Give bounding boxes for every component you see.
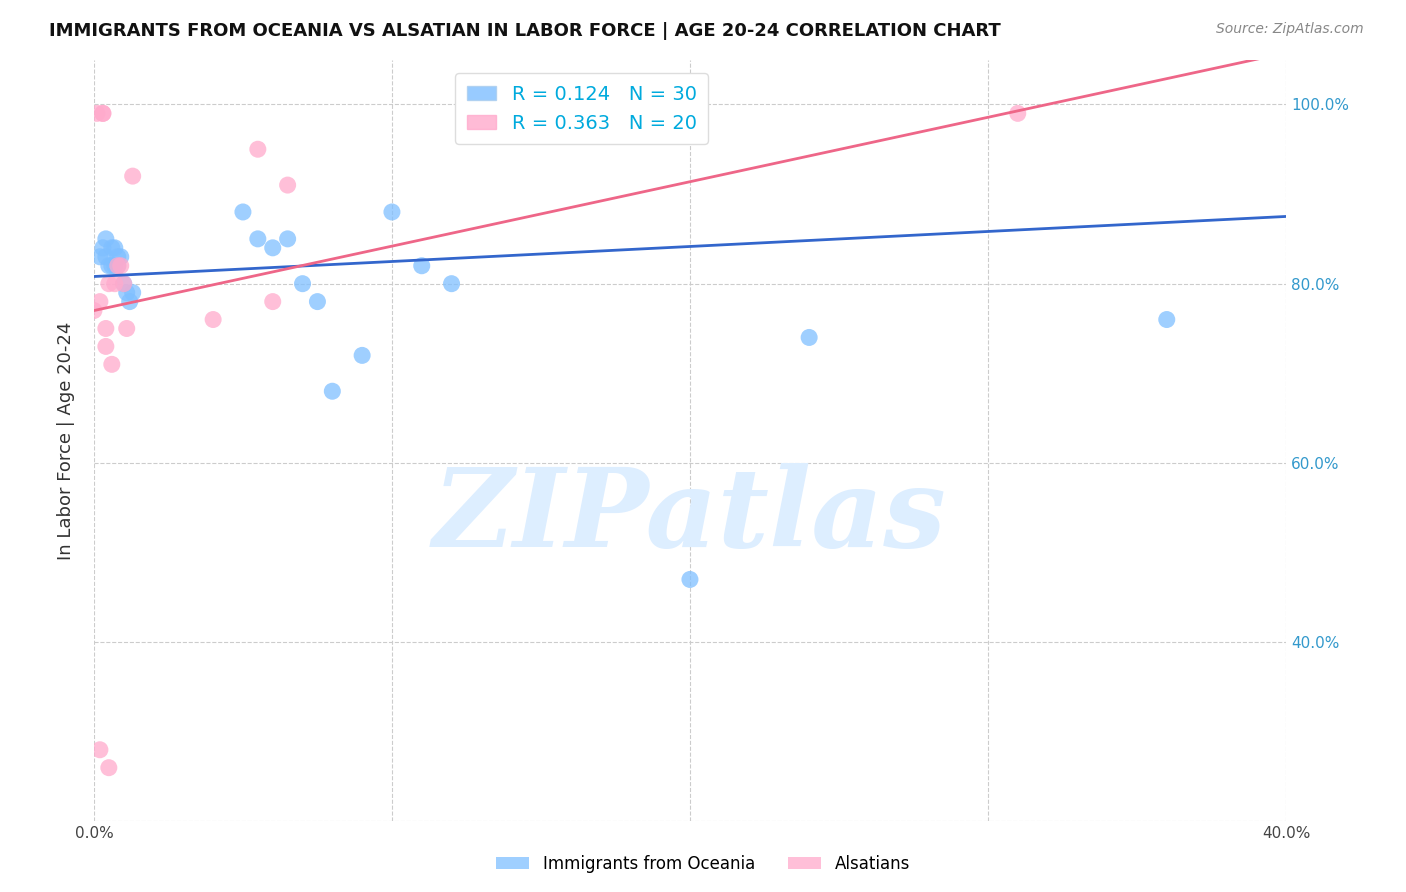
Point: [101, 357, 124, 371]
Point: [83, 303, 105, 318]
Point: [101, 241, 124, 255]
Point: [107, 250, 129, 264]
Point: [118, 294, 141, 309]
Legend: Immigrants from Oceania, Alsatians: Immigrants from Oceania, Alsatians: [489, 848, 917, 880]
Point: [104, 259, 127, 273]
Point: [91, 241, 114, 255]
Point: [110, 259, 132, 273]
Point: [104, 277, 127, 291]
Point: [97, 277, 120, 291]
Point: [246, 232, 269, 246]
Point: [277, 178, 299, 192]
Point: [94, 339, 117, 353]
Point: [94, 321, 117, 335]
Point: [89, 743, 111, 757]
Point: [277, 232, 299, 246]
Text: ZIPatlas: ZIPatlas: [433, 463, 946, 571]
Point: [1156, 312, 1178, 326]
Point: [232, 205, 254, 219]
Point: [97, 259, 120, 273]
Point: [104, 241, 127, 255]
Point: [352, 348, 374, 362]
Point: [91, 106, 114, 120]
Point: [107, 259, 129, 273]
Point: [321, 384, 343, 399]
Legend: R = 0.124   N = 30, R = 0.363   N = 20: R = 0.124 N = 30, R = 0.363 N = 20: [456, 73, 709, 145]
Point: [381, 205, 404, 219]
Point: [291, 277, 314, 291]
Point: [97, 761, 120, 775]
Point: [94, 232, 117, 246]
Point: [121, 169, 143, 183]
Point: [440, 277, 463, 291]
Point: [89, 250, 111, 264]
Point: [101, 259, 124, 273]
Point: [797, 330, 820, 344]
Point: [110, 250, 132, 264]
Point: [94, 250, 117, 264]
Point: [115, 285, 138, 300]
Point: [107, 259, 129, 273]
Point: [89, 294, 111, 309]
Point: [246, 142, 269, 156]
Point: [1007, 106, 1029, 120]
Point: [115, 321, 138, 335]
Text: Source: ZipAtlas.com: Source: ZipAtlas.com: [1216, 22, 1364, 37]
Y-axis label: In Labor Force | Age 20-24: In Labor Force | Age 20-24: [58, 321, 75, 559]
Point: [307, 294, 329, 309]
Point: [121, 285, 143, 300]
Point: [411, 259, 433, 273]
Point: [262, 241, 284, 255]
Point: [262, 294, 284, 309]
Text: IMMIGRANTS FROM OCEANIA VS ALSATIAN IN LABOR FORCE | AGE 20-24 CORRELATION CHART: IMMIGRANTS FROM OCEANIA VS ALSATIAN IN L…: [49, 22, 1001, 40]
Point: [112, 277, 135, 291]
Point: [86, 106, 108, 120]
Point: [202, 312, 225, 326]
Point: [112, 277, 135, 291]
Point: [91, 106, 114, 120]
Point: [679, 573, 702, 587]
